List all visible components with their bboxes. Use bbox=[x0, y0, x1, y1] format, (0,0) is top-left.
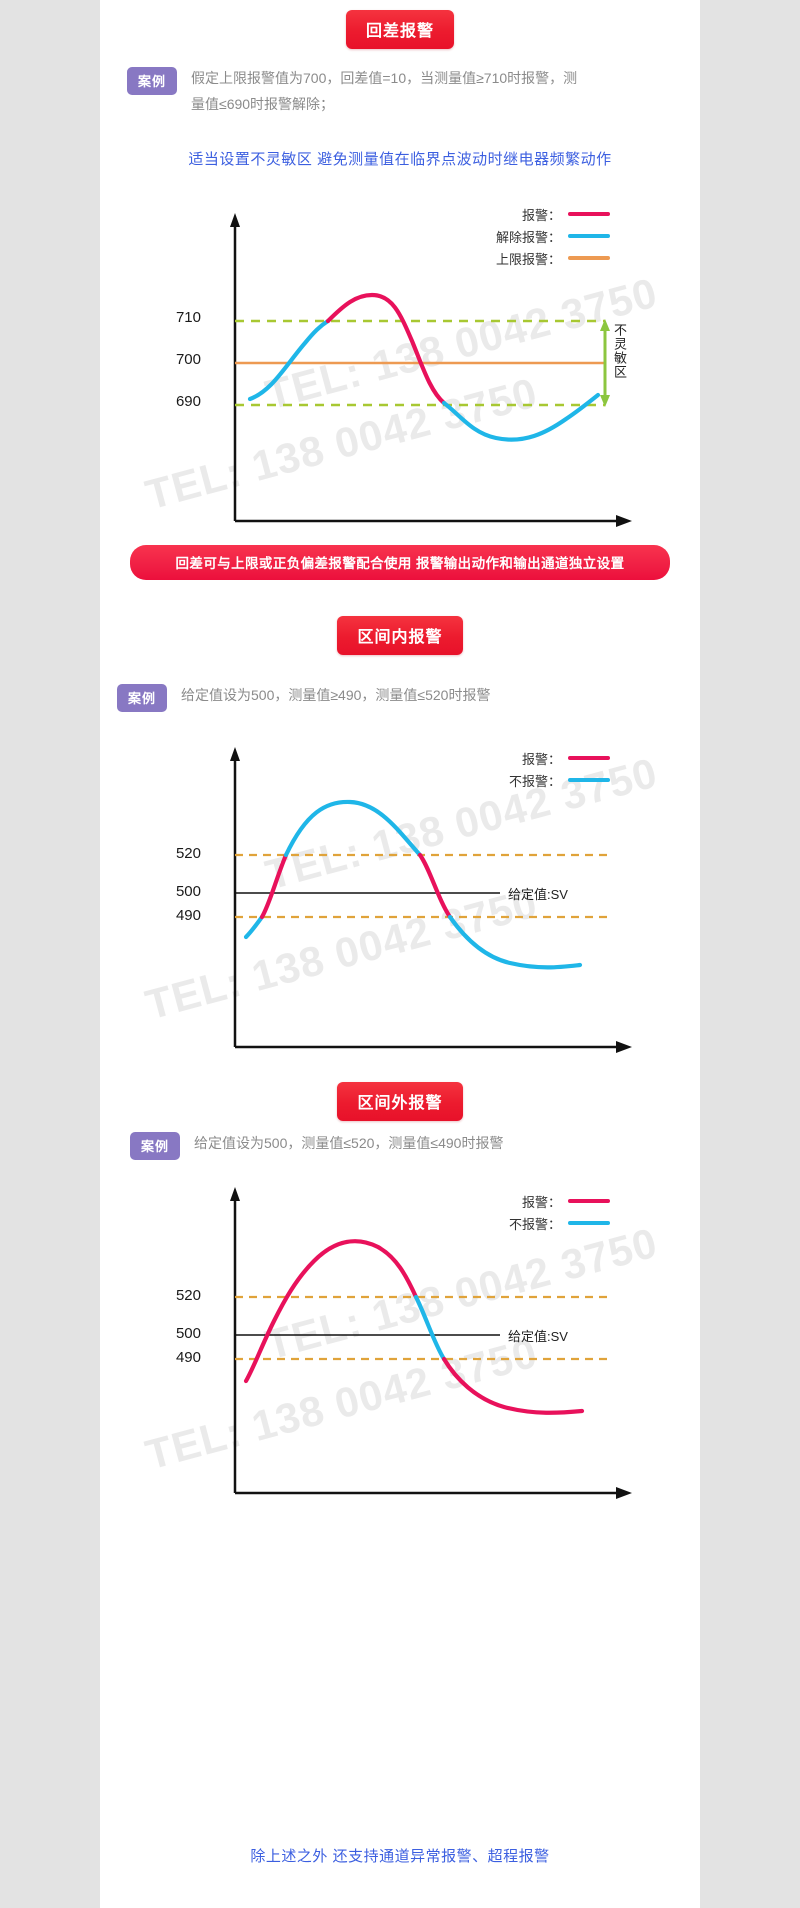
chart-hysteresis: 报警： 解除报警： 上限报警： 710 700 690 不灵敏区 bbox=[100, 195, 700, 545]
ytick-690: 690 bbox=[175, 393, 201, 410]
case-block-in-range: 案例 给定值设为500，测量值≥490，测量值≤520时报警 bbox=[117, 682, 677, 712]
legend-label: 报警： bbox=[521, 1194, 561, 1210]
section-title-hysteresis: 回差报警 bbox=[345, 10, 454, 49]
legend-swatch-alarm bbox=[568, 212, 610, 216]
legend-swatch-clear bbox=[568, 234, 610, 238]
legend-label: 报警： bbox=[521, 207, 561, 223]
legend-swatch-alarm bbox=[568, 1199, 610, 1203]
case-text: 给定值设为500，测量值≤520，测量值≤490时报警 bbox=[194, 1135, 504, 1151]
legend-swatch-noalarm bbox=[568, 1221, 610, 1225]
section-header-out-range: 区间外报警 bbox=[100, 1082, 700, 1121]
legend-item: 报警： bbox=[380, 203, 610, 225]
series-alarm bbox=[325, 292, 447, 406]
legend-label: 不报警： bbox=[508, 773, 561, 789]
blue-caption-hysteresis: 适当设置不灵敏区 避免测量值在临界点波动时继电器频繁动作 bbox=[188, 151, 612, 168]
series-noalarm-low-fall bbox=[447, 914, 583, 970]
legend-item: 报警： bbox=[400, 1190, 610, 1212]
series-noalarm-band bbox=[413, 1294, 447, 1362]
series-alarm-rise bbox=[259, 852, 289, 920]
chart-legend-out-range: 报警： 不报警： bbox=[400, 1190, 610, 1234]
legend-item: 报警： bbox=[400, 747, 610, 769]
sv-label-out-range: 给定值:SV bbox=[508, 1329, 568, 1344]
legend-label: 不报警： bbox=[508, 1216, 561, 1232]
banner-wrap-hysteresis: 回差可与上限或正负偏差报警配合使用 报警输出动作和输出通道独立设置 bbox=[130, 545, 670, 580]
chart-in-range: 报警： 不报警： 520 500 490 给定值:SV bbox=[100, 735, 700, 1065]
series-alarm-low bbox=[441, 1356, 585, 1415]
chart-out-range: 报警： 不报警： 520 500 490 给定值:SV bbox=[100, 1175, 700, 1520]
ytick-520: 520 bbox=[175, 1287, 201, 1304]
footer-caption: 除上述之外 还支持通道异常报警、超程报警 bbox=[250, 1848, 550, 1865]
legend-item: 不报警： bbox=[400, 1212, 610, 1234]
section-header-in-range: 区间内报警 bbox=[100, 616, 700, 655]
section-header-hysteresis: 回差报警 bbox=[100, 10, 700, 49]
series-alarm-peak bbox=[243, 1239, 419, 1384]
legend-swatch-alarm bbox=[568, 756, 610, 760]
case-badge: 案例 bbox=[130, 1132, 181, 1160]
x-axis-arrow bbox=[616, 1041, 632, 1053]
legend-item: 不报警： bbox=[400, 769, 610, 791]
deadband-arrow-down bbox=[600, 395, 610, 407]
annotation-deadband: 不灵敏区 bbox=[612, 323, 627, 379]
legend-swatch-noalarm bbox=[568, 778, 610, 782]
x-axis-arrow bbox=[616, 1487, 632, 1499]
chart-svg-out-range bbox=[230, 1187, 632, 1499]
page-container: TEL: 138 0042 3750 TEL: 138 0042 3750 TE… bbox=[100, 0, 700, 1908]
ytick-490: 490 bbox=[175, 907, 201, 924]
case-text: 给定值设为500，测量值≥490，测量值≤520时报警 bbox=[181, 687, 491, 703]
section-title-in-range: 区间内报警 bbox=[337, 616, 463, 655]
section-title-out-range: 区间外报警 bbox=[337, 1082, 463, 1121]
y-axis-arrow bbox=[230, 1187, 240, 1201]
series-alarm-fall bbox=[417, 852, 453, 920]
series-noalarm-low-rise bbox=[243, 914, 265, 940]
legend-item: 上限报警： bbox=[380, 247, 610, 269]
ytick-500: 500 bbox=[175, 1325, 201, 1342]
legend-label: 报警： bbox=[521, 751, 561, 767]
case-block-out-range: 案例 给定值设为500，测量值≤520，测量值≤490时报警 bbox=[130, 1130, 675, 1160]
banner-hysteresis: 回差可与上限或正负偏差报警配合使用 报警输出动作和输出通道独立设置 bbox=[130, 545, 670, 580]
chart-legend-in-range: 报警： 不报警： bbox=[400, 747, 610, 791]
deadband-arrow-up bbox=[600, 319, 610, 331]
legend-swatch-upper bbox=[568, 256, 610, 260]
case-badge: 案例 bbox=[117, 684, 168, 712]
sv-label-in-range: 给定值:SV bbox=[508, 887, 568, 902]
y-axis-arrow bbox=[230, 213, 240, 227]
case-text: 假定上限报警值为700，回差值=10，当测量值≥710时报警，测量值≤690时报… bbox=[191, 70, 578, 112]
legend-label: 解除报警： bbox=[495, 229, 561, 245]
ytick-490: 490 bbox=[175, 1349, 201, 1366]
legend-item: 解除报警： bbox=[380, 225, 610, 247]
series-clear-falling bbox=[441, 392, 601, 442]
case-block-hysteresis: 案例 假定上限报警值为700，回差值=10，当测量值≥710时报警，测量值≤69… bbox=[127, 65, 672, 117]
chart-legend-hysteresis: 报警： 解除报警： 上限报警： bbox=[380, 203, 610, 269]
chart-svg-hysteresis bbox=[230, 213, 632, 527]
series-clear-rising bbox=[247, 318, 331, 402]
x-axis-arrow bbox=[616, 515, 632, 527]
y-axis-arrow bbox=[230, 747, 240, 761]
case-badge: 案例 bbox=[127, 67, 178, 95]
legend-label: 上限报警： bbox=[495, 251, 561, 267]
series-noalarm-peak bbox=[283, 799, 423, 858]
ytick-500: 500 bbox=[175, 883, 201, 900]
chart-svg-in-range bbox=[230, 747, 632, 1053]
ytick-710: 710 bbox=[175, 309, 201, 326]
ytick-520: 520 bbox=[175, 845, 201, 862]
ytick-700: 700 bbox=[175, 351, 201, 368]
